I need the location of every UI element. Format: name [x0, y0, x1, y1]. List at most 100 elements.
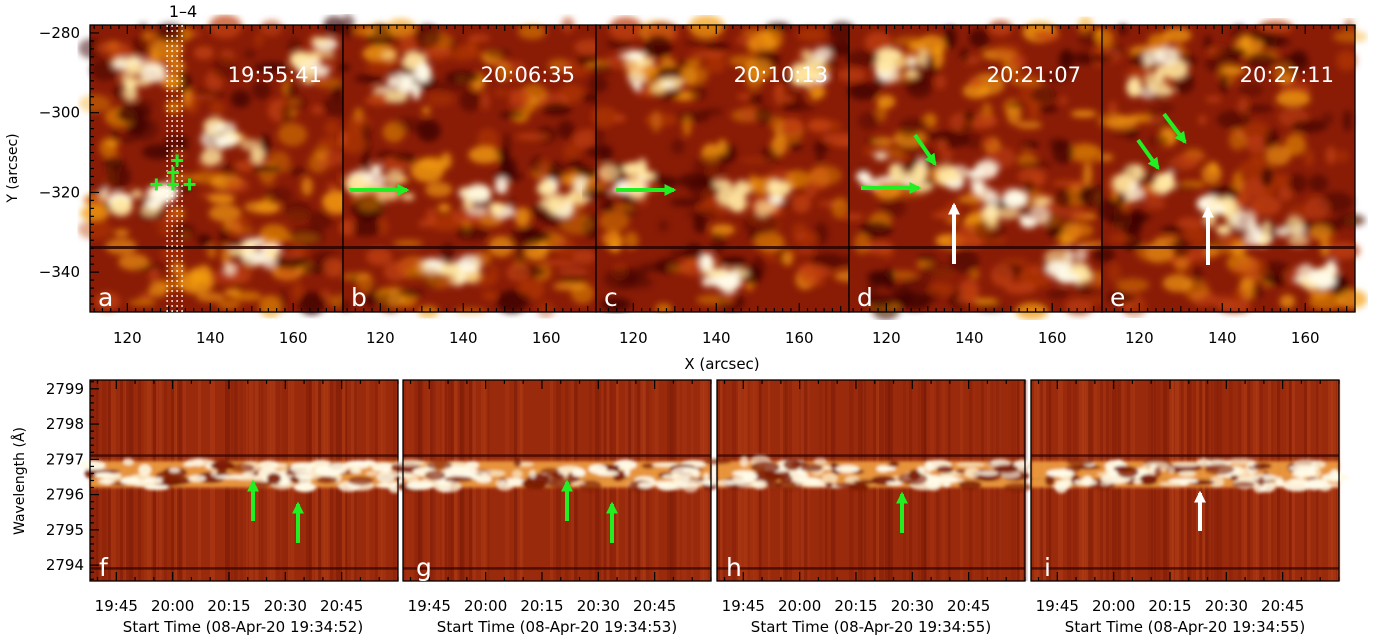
- panel-d-image: [837, 16, 1113, 320]
- panel-c-image: [582, 15, 864, 314]
- panel-g-image: [391, 380, 719, 581]
- green-arrow: [1136, 138, 1160, 170]
- y-tick-label: 2797: [46, 450, 84, 468]
- emission-band: [1031, 458, 1351, 494]
- map-texture: [77, 14, 360, 319]
- x-tick-label: 160: [279, 329, 308, 347]
- panel-c: 20:10:13 c: [582, 15, 864, 314]
- x-tick-label: 120: [872, 329, 901, 347]
- x-tick-label: 20:30: [1205, 597, 1248, 615]
- panel-e: 20:27:11 e: [1089, 18, 1368, 318]
- panel-b-letter: b: [351, 283, 367, 312]
- map-texture: [1089, 18, 1368, 318]
- panel-a-letter: a: [98, 283, 113, 312]
- panel-i: i: [1030, 379, 1351, 582]
- panel-g: g: [391, 379, 719, 582]
- panel-g-frame: [402, 379, 712, 582]
- panel-b-time: 20:06:35: [481, 63, 575, 87]
- x-tick-label: 120: [366, 329, 395, 347]
- spectrum-dark-line: [1031, 567, 1339, 570]
- spectrum-dark-line: [403, 454, 711, 457]
- x-tick-label: 20:15: [207, 597, 250, 615]
- y-tick-label: 2799: [46, 380, 84, 398]
- x-tick-label: 20:45: [320, 597, 363, 615]
- spectrum-dark-line: [717, 567, 1025, 570]
- bottom-y-ticks: 2799 2798 2797 2796 2795 2794: [46, 380, 84, 574]
- x-tick-label: 20:00: [151, 597, 194, 615]
- panel-i-frame: [1030, 379, 1340, 582]
- x-tick-label: 20:45: [633, 597, 676, 615]
- x-tick-label: 19:45: [1036, 597, 1079, 615]
- y-tick-label: 2798: [46, 415, 84, 433]
- x-tick-label: 120: [113, 329, 142, 347]
- y-tick-label: −320: [39, 183, 80, 201]
- panel-a-xticks: [93, 25, 344, 312]
- emission-band: [391, 457, 719, 493]
- x-tick-label: 20:15: [1148, 597, 1191, 615]
- top-x-tick-labels: 120 140 160 120 140 160 120 140 160 120 140 160 120 1…: [113, 329, 1320, 347]
- x-tick-label: 160: [1038, 329, 1067, 347]
- map-texture: [582, 15, 864, 314]
- x-tick-label: 20:30: [264, 597, 307, 615]
- spectrum-dark-line: [90, 567, 398, 570]
- panel-i-letter: i: [1044, 553, 1051, 582]
- x-tick-label: 140: [449, 329, 478, 347]
- x-tick-label: 20:30: [577, 597, 620, 615]
- panel-a-image: [77, 14, 360, 319]
- panel-i-start-time: Start Time (08-Apr-20 19:34:55): [1065, 618, 1305, 636]
- y-tick-label: 2795: [46, 521, 84, 539]
- panel-e-image: [1089, 18, 1368, 318]
- panel-f-letter: f: [99, 553, 109, 582]
- spectrum-dark-line: [717, 454, 1025, 457]
- top-y-ticks: −280 −300 −320 −340: [39, 24, 80, 281]
- panel-i-image: [1031, 380, 1351, 581]
- top-ylabel: Y (arcsec): [5, 133, 21, 203]
- panel-f-image: [79, 380, 405, 581]
- panel-d: 20:21:07 d: [837, 16, 1113, 320]
- x-tick-label: 160: [1291, 329, 1320, 347]
- map-dark-line: [90, 246, 343, 249]
- panel-b: 20:06:35 b: [336, 14, 612, 319]
- x-tick-label: 20:45: [1261, 597, 1304, 615]
- panel-h-frame: [716, 379, 1026, 582]
- panel-h: h: [703, 379, 1033, 582]
- panel-f-start-time: Start Time (08-Apr-20 19:34:52): [123, 618, 363, 636]
- x-tick-label: 19:45: [408, 597, 451, 615]
- panel-e-time: 20:27:11: [1240, 63, 1334, 87]
- panel-e-frame: [1101, 24, 1356, 313]
- y-tick-label: 2796: [46, 486, 84, 504]
- panel-a: 19:55:41 a: [77, 14, 360, 319]
- slit-label: 1–4: [169, 2, 197, 21]
- panel-a-time: 19:55:41: [228, 63, 322, 87]
- panel-h-start-time: Start Time (08-Apr-20 19:34:55): [751, 618, 991, 636]
- panel-b-image: [336, 14, 612, 319]
- panel-c-time: 20:10:13: [734, 63, 828, 87]
- top-y-axis: −280 −300 −320 −340 Y (arcsec): [5, 24, 80, 281]
- x-tick-label: 20:30: [891, 597, 934, 615]
- x-tick-label: 20:00: [464, 597, 507, 615]
- panel-g-start-time: Start Time (08-Apr-20 19:34:53): [437, 618, 677, 636]
- panel-d-letter: d: [857, 283, 873, 312]
- panel-c-letter: c: [604, 283, 618, 312]
- x-tick-label: 20:15: [520, 597, 563, 615]
- spectrum-dark-line: [1031, 454, 1339, 457]
- y-tick-label: −280: [39, 24, 80, 42]
- green-arrow: [1162, 112, 1187, 144]
- x-tick-label: 20:00: [1092, 597, 1135, 615]
- panel-f: f: [79, 379, 405, 582]
- y-tick-label: −300: [39, 104, 80, 122]
- spectrum-dark-line: [403, 567, 711, 570]
- x-tick-label: 160: [785, 329, 814, 347]
- spectrum-dark-line: [90, 454, 398, 457]
- x-tick-label: 160: [532, 329, 561, 347]
- x-tick-label: 20:15: [834, 597, 877, 615]
- x-tick-label: 20:00: [778, 597, 821, 615]
- panel-d-time: 20:21:07: [987, 63, 1081, 87]
- panel-g-letter: g: [416, 553, 432, 582]
- x-tick-label: 120: [1125, 329, 1154, 347]
- panel-e-letter: e: [1110, 283, 1125, 312]
- panel-e-xticks: [1105, 25, 1356, 312]
- panel-a-crosses: [150, 154, 196, 191]
- x-tick-label: 140: [955, 329, 984, 347]
